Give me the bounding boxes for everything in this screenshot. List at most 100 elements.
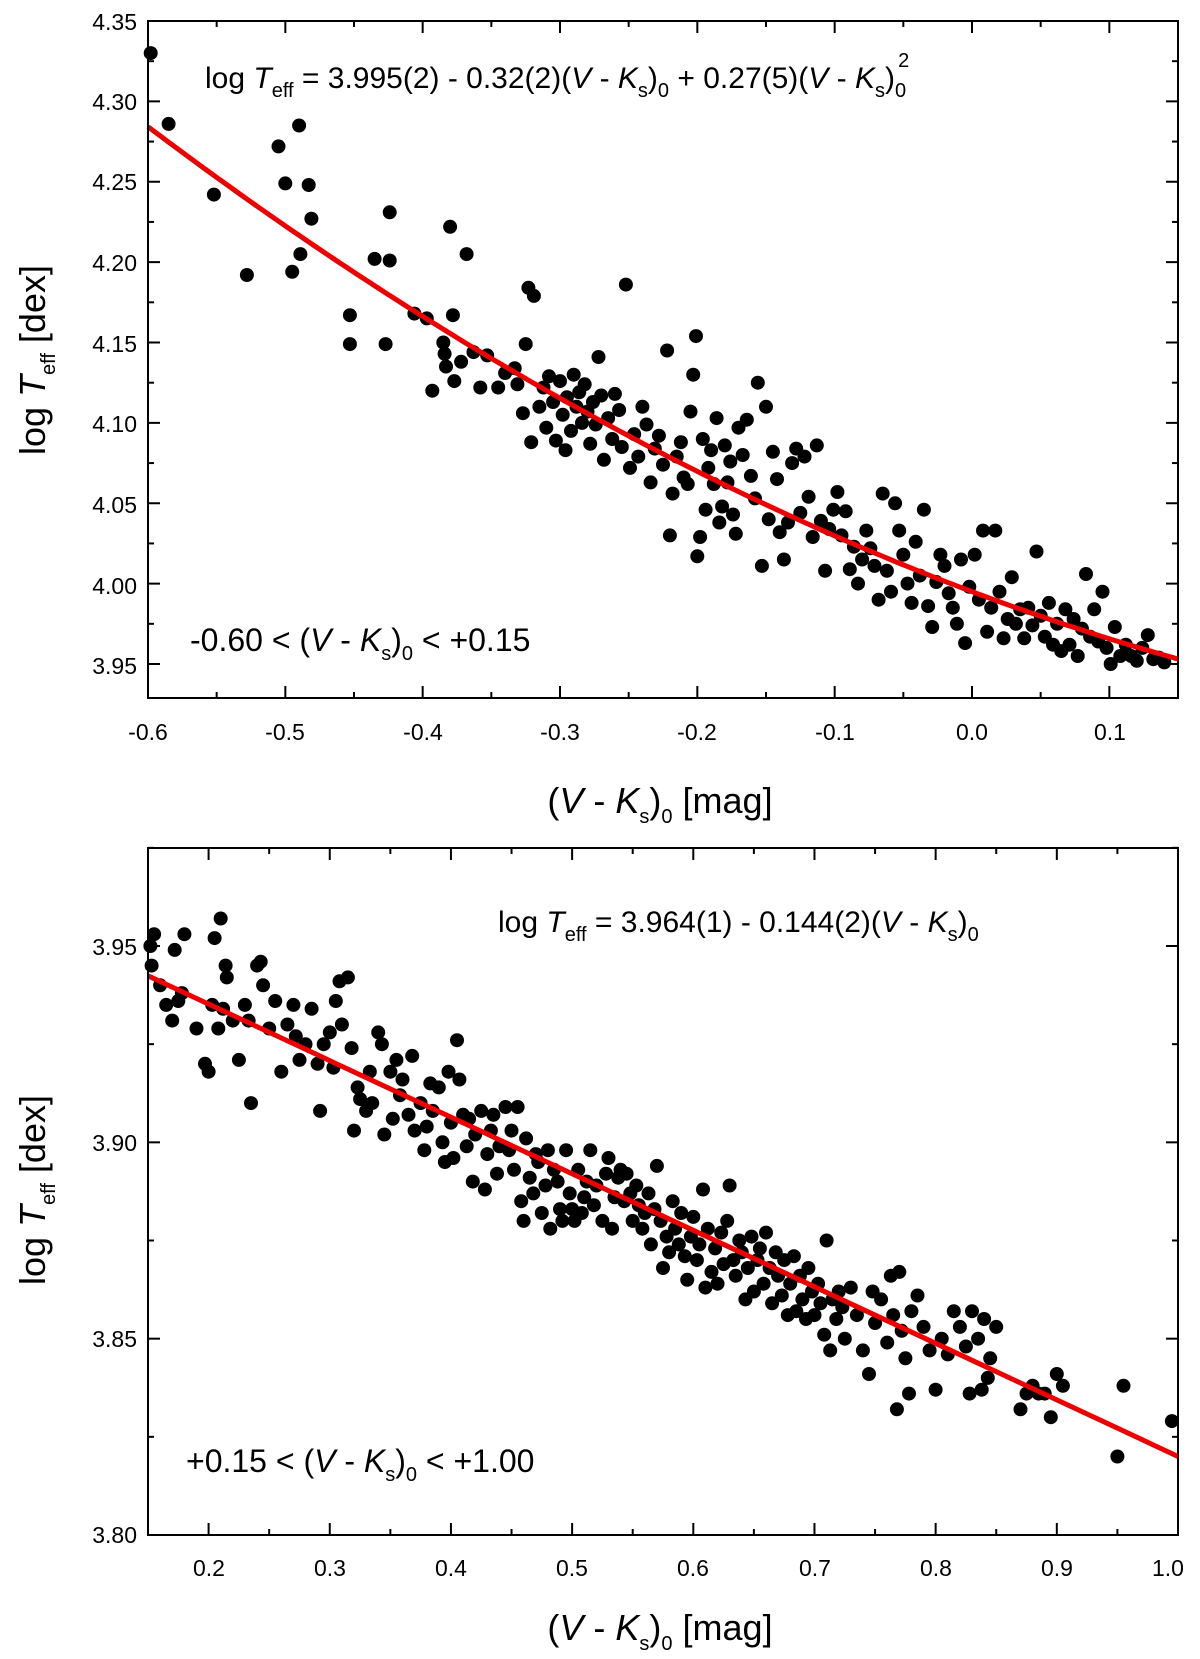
top-data-point	[651, 428, 666, 443]
bottom-data-point	[720, 1213, 735, 1228]
top-data-point	[1025, 618, 1040, 633]
bottom-y-axis-title: log Teff [dex]	[12, 1095, 60, 1285]
top-data-point	[728, 526, 743, 541]
bottom-data-point	[625, 1213, 640, 1228]
bottom-data-point	[813, 1296, 828, 1311]
bottom-data-point	[534, 1206, 549, 1220]
bottom-data-point	[928, 1382, 943, 1397]
bottom-x-tick-label: 0.7	[799, 1555, 831, 1581]
bottom-data-point	[740, 1261, 755, 1275]
top-data-point	[704, 443, 719, 458]
bottom-data-point	[268, 994, 283, 1008]
bottom-y-tick-label: 3.95	[92, 934, 137, 960]
top-data-point	[459, 247, 474, 262]
top-data-points	[143, 46, 1172, 671]
top-data-point	[566, 367, 581, 382]
bottom-data-point	[253, 954, 268, 969]
top-x-tick-label: -0.2	[677, 719, 717, 745]
bottom-data-point	[641, 1186, 656, 1201]
top-data-point	[892, 523, 907, 538]
bottom-data-point	[310, 1056, 325, 1071]
top-data-point	[1129, 653, 1144, 668]
top-data-point	[532, 399, 547, 414]
bottom-x-tick-label: 0.6	[677, 1555, 709, 1581]
top-fit-equation: log Teff = 3.995(2) - 0.32(2)(V - Ks)0 +…	[205, 50, 909, 102]
bottom-data-point	[714, 1225, 729, 1240]
bottom-data-point	[231, 1052, 246, 1067]
bottom-data-point	[765, 1296, 780, 1311]
top-x-axis-title: (V - Ks)0 [mag]	[547, 780, 772, 828]
bottom-data-point	[280, 1017, 295, 1032]
top-data-point	[723, 454, 738, 469]
bottom-data-point	[689, 1253, 704, 1268]
bottom-data-point	[286, 997, 301, 1012]
top-data-point	[937, 558, 952, 573]
bottom-data-point	[662, 1245, 677, 1260]
bottom-data-point	[514, 1194, 529, 1209]
top-data-point	[473, 380, 488, 395]
top-data-point	[1008, 616, 1023, 631]
bottom-data-point	[344, 1041, 359, 1056]
bottom-fit-line	[146, 973, 1180, 1459]
bottom-data-point	[218, 958, 233, 973]
bottom-data-point	[722, 1178, 737, 1193]
top-data-point	[908, 534, 923, 549]
top-y-tick-label: 4.05	[92, 492, 137, 518]
bottom-data-point	[898, 1351, 913, 1366]
bottom-data-point	[671, 1237, 686, 1252]
top-data-point	[759, 399, 773, 414]
bottom-data-point	[746, 1284, 761, 1299]
top-data-point	[673, 435, 688, 450]
top-data-point	[1070, 649, 1085, 663]
bottom-y-tick-label: 3.90	[92, 1130, 137, 1156]
top-data-point	[958, 636, 973, 651]
bottom-data-point	[605, 1221, 620, 1236]
bottom-data-point	[504, 1123, 519, 1138]
top-data-point	[623, 460, 637, 475]
bottom-data-point	[417, 1143, 432, 1158]
bottom-data-point	[958, 1339, 973, 1354]
bottom-data-point	[686, 1209, 701, 1224]
bottom-data-point	[700, 1221, 715, 1236]
top-data-point	[984, 600, 999, 615]
top-data-point	[851, 576, 865, 591]
top-data-point	[382, 253, 397, 268]
bottom-data-point	[167, 942, 182, 957]
bottom-data-point	[952, 1319, 967, 1334]
top-data-point	[1004, 570, 1019, 585]
bottom-x-axis-title: (V - Ks)0 [mag]	[547, 1607, 772, 1655]
top-data-point	[805, 530, 820, 544]
top-data-point	[1087, 602, 1102, 617]
top-data-point	[594, 388, 609, 403]
bottom-data-point	[553, 1202, 567, 1217]
bottom-y-tick-label: 3.80	[92, 1522, 137, 1548]
top-data-point	[1058, 602, 1073, 617]
top-data-point	[1107, 620, 1122, 634]
top-data-point	[726, 507, 740, 522]
bottom-data-point	[159, 997, 174, 1012]
top-data-point	[548, 433, 563, 448]
top-data-point	[683, 404, 698, 419]
bottom-data-point	[774, 1288, 789, 1303]
top-data-point	[735, 448, 750, 462]
bottom-data-point	[708, 1241, 723, 1256]
bottom-data-point	[374, 1037, 389, 1052]
top-data-point	[378, 337, 393, 352]
top-x-tick-label: -0.1	[815, 719, 855, 745]
bottom-data-point	[728, 1268, 743, 1283]
bottom-data-point	[974, 1382, 989, 1397]
top-data-point	[660, 343, 675, 358]
top-data-point	[577, 377, 592, 392]
bottom-data-point	[395, 1072, 410, 1087]
top-y-tick-label: 4.20	[92, 250, 137, 276]
top-data-point	[916, 502, 931, 517]
top-x-tick-label: 0.0	[956, 719, 988, 745]
bottom-panel: 0.2 0.3 0.4 0.5 0.6 0.7 0.8 0.9 1.0 3.80…	[12, 846, 1184, 1655]
top-data-point	[1103, 657, 1118, 671]
bottom-data-point	[244, 1096, 258, 1111]
top-data-point	[761, 512, 776, 527]
top-data-point	[701, 460, 716, 475]
top-data-point	[818, 563, 833, 578]
bottom-data-point	[1116, 1378, 1131, 1393]
